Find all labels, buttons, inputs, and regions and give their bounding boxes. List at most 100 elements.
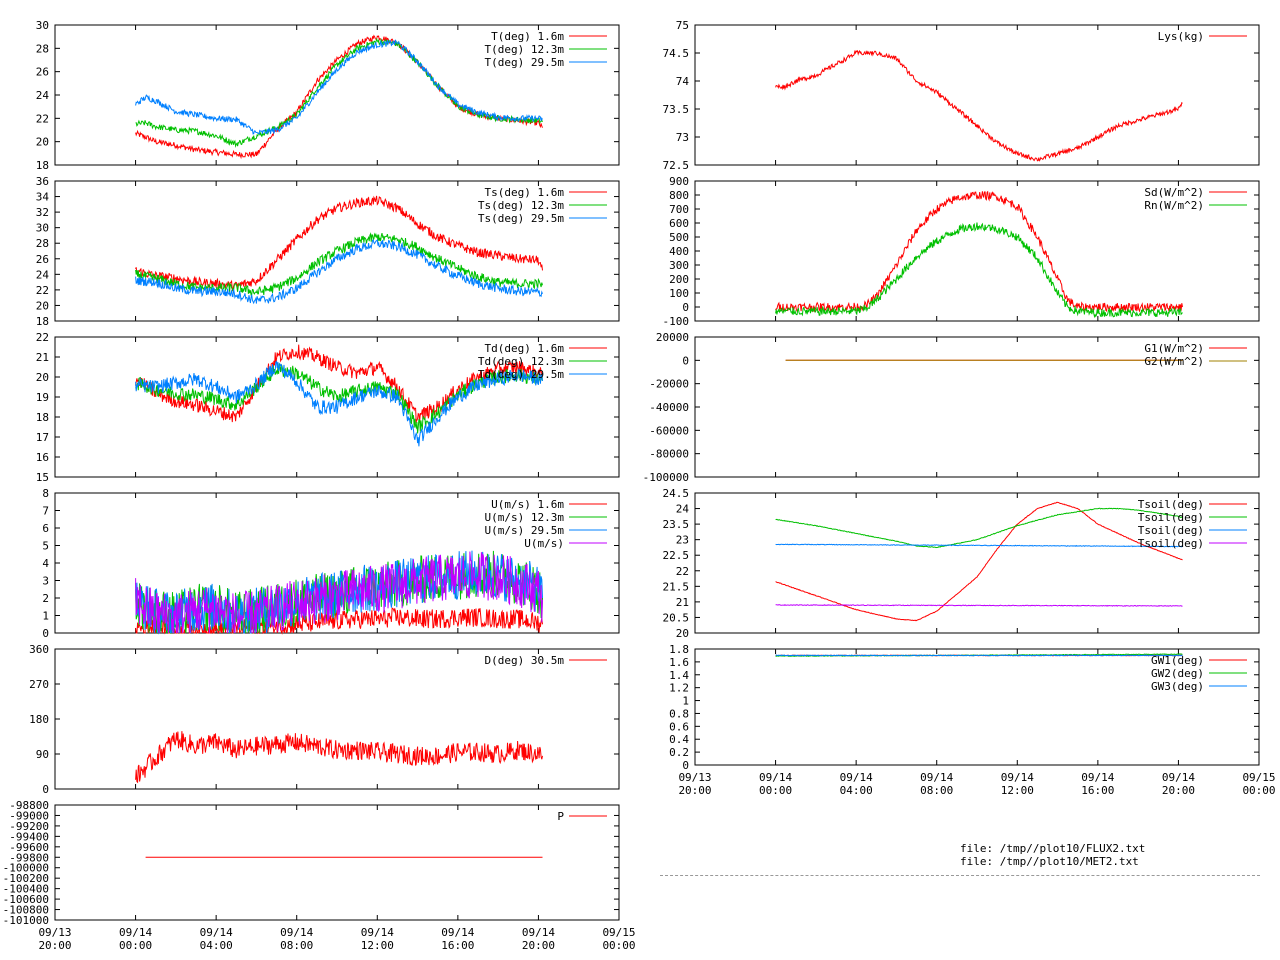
plot-frame: [694, 24, 1260, 166]
series-line-u-3: [135, 551, 543, 634]
y-tick-label: 20: [676, 627, 689, 640]
x-tick-label-left-time: 08:00: [280, 939, 313, 952]
y-tick-label: 18: [36, 159, 49, 172]
series-line-ts-2: [135, 239, 543, 305]
y-tick-label: 6: [42, 522, 49, 535]
y-tick-label: -99600: [9, 841, 49, 854]
y-tick-label: 26: [36, 253, 49, 266]
y-tick-label: -100200: [3, 872, 49, 885]
legend-label: Ts(deg) 1.6m: [485, 186, 565, 199]
x-tick-label-left-time: 20:00: [522, 939, 555, 952]
chart-tsoil: 20 20.5 21 21.5 22 22.5 23 23.5 24 24.5 Tsoil(deg)…: [663, 487, 1260, 640]
y-tick-label: 1.8: [669, 643, 689, 656]
y-tick-label: 8: [42, 487, 49, 500]
x-tick-label-left-time: 00:00: [119, 939, 152, 952]
y-tick-label: 20000: [656, 331, 689, 344]
x-tick-label-left-date: 09/14: [119, 926, 152, 939]
y-tick-label: 4: [42, 557, 49, 570]
y-tick-label: 1.4: [669, 669, 689, 682]
y-tick-label: 300: [669, 259, 689, 272]
y-tick-label: 16: [36, 451, 49, 464]
y-tick-label: 30: [36, 222, 49, 235]
y-tick-label: 0.6: [669, 720, 689, 733]
y-tick-label: 1.2: [669, 682, 689, 695]
y-tick-label: 7: [42, 505, 49, 518]
y-tick-label: 23.5: [663, 518, 690, 531]
x-tick-label-left-time: 12:00: [361, 939, 394, 952]
series-line-u-1: [135, 550, 543, 635]
legend-label: Tsoil(deg): [1138, 498, 1204, 511]
y-tick-label: 1: [42, 610, 49, 623]
y-tick-label: 500: [669, 231, 689, 244]
y-tick-label: 600: [669, 217, 689, 230]
y-tick-label: 22: [36, 284, 49, 297]
series-line-ts-1: [135, 232, 543, 296]
y-tick-label: 30: [36, 19, 49, 32]
legend-label: Td(deg) 1.6m: [485, 342, 565, 355]
x-tick-label-left-date: 09/14: [200, 926, 233, 939]
y-tick-label: 900: [669, 175, 689, 188]
y-tick-label: 21: [36, 351, 49, 364]
y-tick-label: 20: [36, 371, 49, 384]
legend-label: GW3(deg): [1151, 680, 1204, 693]
y-tick-label: 2: [42, 592, 49, 605]
y-tick-label: 32: [36, 206, 49, 219]
y-tick-label: 0.2: [669, 746, 689, 759]
legend-label: Tsoil(deg): [1138, 537, 1204, 550]
legend-label: G2(W/m^2): [1144, 355, 1204, 368]
x-tick-label-left-time: 16:00: [441, 939, 474, 952]
y-tick-label: 74.5: [663, 47, 690, 60]
y-tick-label: 19: [36, 391, 49, 404]
y-tick-label: 22: [36, 331, 49, 344]
y-tick-label: 1: [682, 695, 689, 708]
x-tick-label-left-time: 04:00: [200, 939, 233, 952]
legend-label: Td(deg) 12.3m: [478, 355, 564, 368]
y-tick-label: 180: [29, 713, 49, 726]
x-tick-label-left-time: 00:00: [602, 939, 635, 952]
legend-label: U(m/s) 12.3m: [485, 511, 565, 524]
x-tick-label-left-date: 09/14: [361, 926, 394, 939]
legend-label: T(deg) 12.3m: [485, 43, 565, 56]
x-tick-label-right-date: 09/14: [920, 771, 953, 784]
y-tick-label: 26: [36, 66, 49, 79]
chart-gw: 00.20.40.60.811.21.41.61.8 GW1(deg)GW2(de…: [669, 643, 1260, 772]
x-tick-label-right-date: 09/13: [678, 771, 711, 784]
legend-label: Tsoil(deg): [1138, 511, 1204, 524]
y-tick-label: 200: [669, 273, 689, 286]
y-tick-label: 36: [36, 175, 49, 188]
legend-label: T(deg) 1.6m: [491, 30, 564, 43]
y-tick-label: 73: [676, 131, 689, 144]
y-tick-label: 22: [676, 565, 689, 578]
legend-label: U(m/s) 29.5m: [485, 524, 565, 537]
plot-frame: [54, 336, 620, 478]
chart-g: -100000 -80000 -60000 -40000 -20000 0 20000 G1(…: [643, 331, 1260, 484]
y-tick-label: -100000: [643, 471, 689, 484]
x-tick-label-right-time: 16:00: [1081, 784, 1114, 797]
y-tick-label: -40000: [649, 401, 689, 414]
y-tick-label: -80000: [649, 448, 689, 461]
y-tick-label: 15: [36, 471, 49, 484]
legend-label: Ts(deg) 29.5m: [478, 212, 564, 225]
series-line-tsoil-3: [775, 604, 1183, 607]
y-tick-label: -99000: [9, 809, 49, 822]
y-tick-label: 18: [36, 315, 49, 328]
plot-frame: [54, 648, 620, 790]
y-tick-label: 270: [29, 678, 49, 691]
y-tick-label: 0: [682, 354, 689, 367]
y-tick-label: -100800: [3, 904, 49, 917]
y-tick-label: -101000: [3, 914, 49, 927]
y-tick-label: -99400: [9, 830, 49, 843]
y-tick-label: 3: [42, 575, 49, 588]
legend-label: Tsoil(deg): [1138, 524, 1204, 537]
x-tick-label-right-time: 12:00: [1001, 784, 1034, 797]
plot-frame: [694, 492, 1260, 634]
series-line-u-2: [135, 550, 543, 635]
y-tick-label: 73.5: [663, 103, 690, 116]
series-line-tsoil-2: [775, 543, 1183, 548]
x-tick-label-right-time: 20:00: [1162, 784, 1195, 797]
series-line-gw-2: [775, 654, 1183, 657]
y-tick-label: 22.5: [663, 549, 690, 562]
